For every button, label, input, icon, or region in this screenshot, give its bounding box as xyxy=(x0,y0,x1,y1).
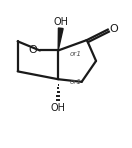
Text: OH: OH xyxy=(51,103,66,113)
Text: or1: or1 xyxy=(69,51,81,57)
Polygon shape xyxy=(58,28,63,50)
Text: O: O xyxy=(109,24,118,34)
Text: or1: or1 xyxy=(69,79,81,86)
Text: O: O xyxy=(28,45,37,55)
Text: OH: OH xyxy=(54,17,69,27)
